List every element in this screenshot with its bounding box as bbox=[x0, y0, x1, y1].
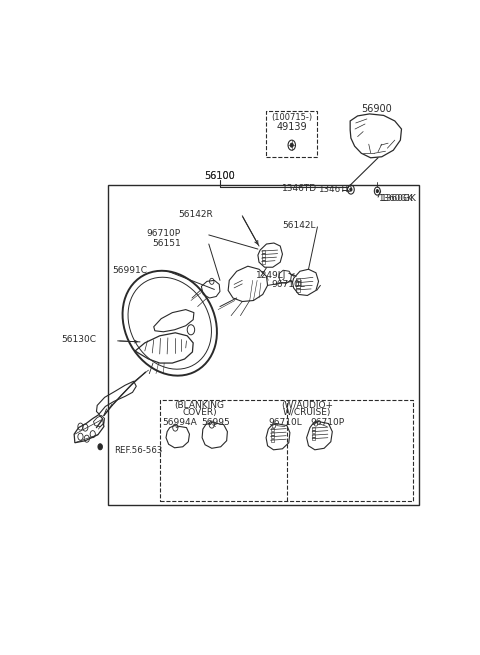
Circle shape bbox=[290, 143, 293, 147]
Text: 56100: 56100 bbox=[204, 171, 235, 181]
Bar bbox=[271, 428, 274, 431]
Text: (BLANKING: (BLANKING bbox=[175, 401, 225, 410]
Text: 1346TD: 1346TD bbox=[318, 185, 352, 194]
Bar bbox=[296, 282, 300, 285]
Text: 49139: 49139 bbox=[276, 122, 307, 132]
Text: 1360GK: 1360GK bbox=[378, 194, 413, 203]
Text: 56151: 56151 bbox=[152, 238, 181, 248]
Text: 1360GK: 1360GK bbox=[381, 194, 417, 203]
Bar bbox=[296, 288, 300, 292]
Bar bbox=[312, 434, 315, 437]
Text: (W/AUDIO+: (W/AUDIO+ bbox=[281, 401, 334, 410]
Text: W/CRUISE): W/CRUISE) bbox=[283, 408, 332, 417]
Text: 56142L: 56142L bbox=[282, 221, 316, 231]
Bar bbox=[262, 257, 265, 260]
Bar bbox=[160, 400, 413, 500]
Bar bbox=[271, 435, 274, 438]
Bar bbox=[108, 185, 419, 505]
Text: 96710P: 96710P bbox=[310, 418, 344, 427]
Circle shape bbox=[376, 189, 378, 193]
Bar bbox=[266, 111, 317, 157]
Text: 56994A: 56994A bbox=[162, 418, 197, 427]
Circle shape bbox=[98, 443, 102, 450]
Text: 56130C: 56130C bbox=[61, 335, 96, 345]
Bar bbox=[271, 432, 274, 435]
Text: 96710L: 96710L bbox=[268, 418, 302, 427]
Text: 96710L: 96710L bbox=[271, 280, 305, 289]
Bar bbox=[262, 260, 265, 264]
Bar bbox=[262, 250, 265, 253]
Text: (100715-): (100715-) bbox=[271, 113, 312, 122]
Bar bbox=[312, 437, 315, 440]
Text: 56900: 56900 bbox=[361, 104, 392, 114]
Text: 56100: 56100 bbox=[204, 171, 235, 181]
Text: COVER): COVER) bbox=[182, 408, 217, 417]
Bar bbox=[296, 285, 300, 288]
Bar bbox=[312, 426, 315, 430]
Text: 1346TD: 1346TD bbox=[282, 184, 317, 193]
Bar bbox=[312, 430, 315, 433]
Text: 56142R: 56142R bbox=[179, 210, 213, 219]
Text: 96710P: 96710P bbox=[147, 229, 181, 238]
Bar bbox=[262, 253, 265, 257]
Text: 56991C: 56991C bbox=[112, 266, 147, 274]
Text: 56995: 56995 bbox=[201, 418, 230, 427]
Bar bbox=[271, 439, 274, 441]
Circle shape bbox=[350, 188, 352, 191]
Text: REF.56-563: REF.56-563 bbox=[114, 446, 162, 455]
Text: 1249LJ: 1249LJ bbox=[256, 271, 286, 280]
Bar bbox=[296, 278, 300, 282]
